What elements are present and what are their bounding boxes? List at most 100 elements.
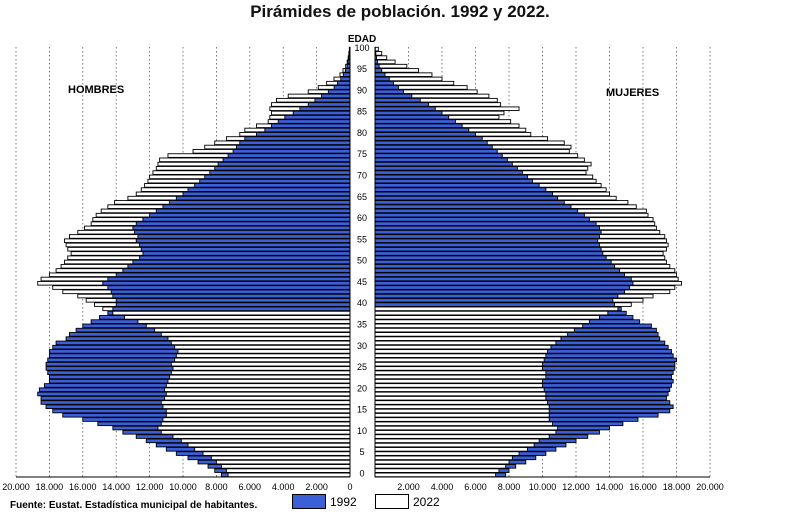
bar-men-1992-age-83 — [277, 119, 351, 124]
bar-men-2022-age-26 — [170, 361, 351, 367]
bar-women-2022-age-27 — [374, 357, 545, 363]
bar-women-2022-age-29 — [374, 349, 548, 354]
age-tick-65: 65 — [357, 192, 367, 202]
bar-men-2022-age-16 — [162, 404, 351, 410]
bar-women-1992-age-44 — [374, 285, 631, 290]
bar-women-1992-age-74 — [374, 157, 508, 163]
bar-women-1992-age-88 — [374, 97, 421, 103]
bar-men-1992-age-65 — [175, 195, 351, 201]
bar-men-2022-age-11 — [157, 425, 351, 431]
age-tick-80: 80 — [357, 128, 367, 138]
x-tick-label: 16.000 — [629, 482, 657, 492]
age-tick-50: 50 — [357, 256, 367, 266]
bar-men-1992-age-84 — [284, 114, 351, 120]
bar-men-2022-age-17 — [160, 400, 351, 405]
bar-women-2022-age-25 — [374, 366, 543, 371]
bar-women-1992-age-62 — [374, 208, 579, 214]
men-bars — [37, 46, 351, 478]
bar-women-1992-age-59 — [374, 221, 597, 226]
bar-women-2022-age-18 — [374, 395, 547, 401]
bar-men-1992-age-52 — [142, 251, 351, 256]
bar-women-2022-age-30 — [374, 344, 552, 350]
age-tick-0: 0 — [359, 469, 364, 479]
bar-men-2022-age-35 — [145, 323, 351, 329]
bar-men-1992-age-85 — [292, 110, 351, 116]
bar-men-1992-age-74 — [222, 157, 351, 163]
bar-men-1992-age-50 — [132, 259, 351, 265]
x-tick-label: 14.000 — [596, 482, 624, 492]
bar-men-2022-age-21 — [165, 383, 351, 388]
age-tick-55: 55 — [357, 234, 367, 244]
legend-label-2022: 2022 — [413, 494, 440, 509]
legend-swatch-2022 — [375, 494, 409, 509]
bar-women-2022-age-14 — [374, 412, 550, 418]
bar-women-1992-age-57 — [374, 229, 602, 235]
bar-women-2022-age-34 — [374, 327, 575, 333]
bar-men-2022-age-31 — [170, 340, 351, 346]
bar-men-1992-age-47 — [115, 272, 351, 278]
bar-women-2022-age-28 — [374, 353, 547, 358]
tick-labels: EDAD 0 5 10 15 20 25 30 35 40 45 50 55 60 65 70 75 80 85 90… — [2, 34, 724, 492]
bar-women-2022-age-35 — [374, 323, 584, 329]
bar-men-2022-age-15 — [165, 408, 351, 414]
bar-women-1992-age-93 — [374, 76, 390, 82]
bar-women-2022-age-7 — [374, 442, 535, 448]
bar-women-2022-age-31 — [374, 340, 557, 346]
bar-men-2022-age-8 — [180, 438, 351, 444]
bar-women-2022-age-19 — [374, 391, 547, 397]
bar-women-1992-age-95 — [374, 68, 383, 73]
age-tick-70: 70 — [357, 170, 367, 180]
x-tick-label: 20.000 — [696, 482, 724, 492]
bar-women-1992-age-85 — [374, 110, 443, 116]
bar-men-1992-age-46 — [107, 276, 351, 282]
bar-men-1992-age-93 — [340, 76, 351, 82]
legend-label-1992: 1992 — [330, 494, 357, 509]
axes-layer — [16, 47, 710, 478]
bar-women-1992-age-42 — [374, 293, 619, 299]
bar-men-1992-age-61 — [149, 212, 351, 218]
bar-women-2022-age-26 — [374, 361, 543, 367]
bar-men-2022-age-2 — [220, 464, 351, 469]
bar-men-1992-age-45 — [102, 281, 351, 286]
bar-women-2022-age-23 — [374, 374, 547, 380]
bar-women-1992-age-54 — [374, 242, 600, 248]
bar-women-1992-age-48 — [374, 268, 621, 273]
bar-men-1992-age-54 — [139, 242, 351, 248]
bar-women-2022-age-97 — [374, 59, 396, 65]
bar-women-2022-age-8 — [374, 438, 540, 444]
x-tick-label: 12.000 — [136, 482, 164, 492]
bar-men-1992-age-51 — [139, 255, 351, 261]
bar-women-2022-age-16 — [374, 404, 550, 410]
bar-women-1992-age-64 — [374, 200, 565, 205]
x-tick-label: 6.000 — [239, 482, 262, 492]
bar-men-2022-age-7 — [187, 442, 351, 448]
bar-men-1992-age-72 — [214, 166, 351, 171]
bar-women-1992-age-73 — [374, 161, 513, 167]
age-tick-30: 30 — [357, 341, 367, 351]
bar-men-1992-age-58 — [132, 225, 351, 231]
bar-men-1992-age-70 — [204, 174, 351, 180]
age-tick-85: 85 — [357, 107, 367, 117]
bar-men-2022-age-0 — [227, 472, 351, 478]
bar-men-1992-age-69 — [199, 178, 351, 184]
bar-women-2022-age-21 — [374, 383, 543, 388]
bar-men-2022-age-5 — [202, 451, 351, 456]
bar-men-2022-age-37 — [124, 315, 351, 320]
bar-men-2022-age-4 — [210, 455, 351, 461]
bar-women-2022-age-3 — [374, 459, 510, 465]
bar-women-1992-age-63 — [374, 204, 572, 209]
bar-women-1992-age-82 — [374, 123, 463, 129]
women-bars — [374, 46, 682, 478]
age-tick-20: 20 — [357, 383, 367, 393]
bar-women-2022-age-13 — [374, 417, 550, 422]
bar-men-1992-age-79 — [244, 136, 351, 141]
bar-men-1992-age-71 — [209, 170, 351, 175]
bar-women-1992-age-84 — [374, 114, 450, 120]
age-tick-10: 10 — [357, 426, 367, 436]
bar-women-1992-age-43 — [374, 289, 626, 295]
bar-women-1992-age-55 — [374, 238, 599, 243]
bar-men-2022-age-3 — [215, 459, 351, 465]
age-tick-40: 40 — [357, 298, 367, 308]
x-tick-label: 0 — [347, 482, 352, 492]
bar-women-1992-age-70 — [374, 174, 528, 180]
